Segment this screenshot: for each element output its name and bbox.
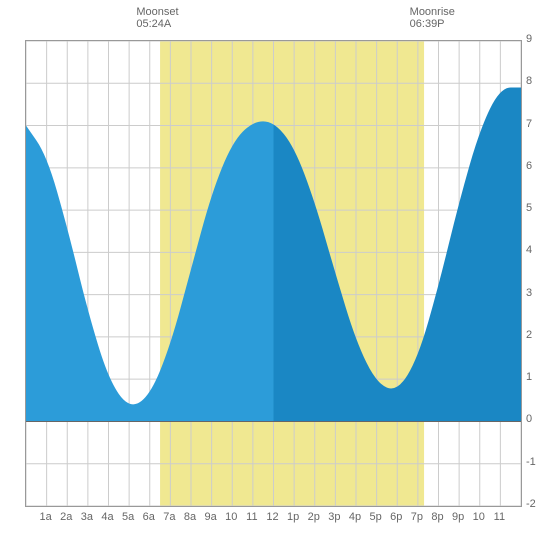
moonrise-label: Moonrise06:39P: [410, 6, 455, 30]
xtick: 5a: [122, 511, 134, 523]
xtick: 7a: [163, 511, 175, 523]
ytick: 9: [526, 33, 532, 45]
xtick: 6a: [143, 511, 155, 523]
chart-container: -2-101234567891a2a3a4a5a6a7a8a9a1011121p…: [0, 0, 550, 550]
ytick: 3: [526, 287, 532, 299]
ytick: -1: [526, 456, 536, 468]
xtick: 9p: [452, 511, 464, 523]
xtick: 3a: [81, 511, 93, 523]
plot-svg: [26, 41, 521, 506]
ytick: 2: [526, 329, 532, 341]
ytick: -2: [526, 498, 536, 510]
xtick: 10: [225, 511, 237, 523]
xtick: 1a: [40, 511, 52, 523]
xtick: 2a: [60, 511, 72, 523]
ytick: 4: [526, 244, 532, 256]
xtick: 11: [494, 511, 505, 523]
moonset-label: Moonset05:24A: [136, 6, 178, 30]
xtick: 3p: [328, 511, 340, 523]
xtick: 7p: [411, 511, 423, 523]
xtick: 4a: [101, 511, 113, 523]
ytick: 1: [526, 371, 532, 383]
plot-area: [25, 40, 522, 507]
xtick: 4p: [349, 511, 361, 523]
xtick: 8a: [184, 511, 196, 523]
header-title: Moonset: [136, 6, 178, 18]
xtick: 10: [473, 511, 485, 523]
header-time: 05:24A: [136, 18, 178, 30]
ytick: 0: [526, 413, 532, 425]
xtick: 11: [246, 511, 257, 523]
xtick: 9a: [205, 511, 217, 523]
ytick: 7: [526, 118, 532, 130]
header-time: 06:39P: [410, 18, 455, 30]
ytick: 5: [526, 202, 532, 214]
xtick: 1p: [287, 511, 299, 523]
xtick: 12: [266, 511, 278, 523]
xtick: 5p: [370, 511, 382, 523]
header-title: Moonrise: [410, 6, 455, 18]
xtick: 2p: [308, 511, 320, 523]
xtick: 8p: [431, 511, 443, 523]
ytick: 6: [526, 160, 532, 172]
xtick: 6p: [390, 511, 402, 523]
ytick: 8: [526, 75, 532, 87]
